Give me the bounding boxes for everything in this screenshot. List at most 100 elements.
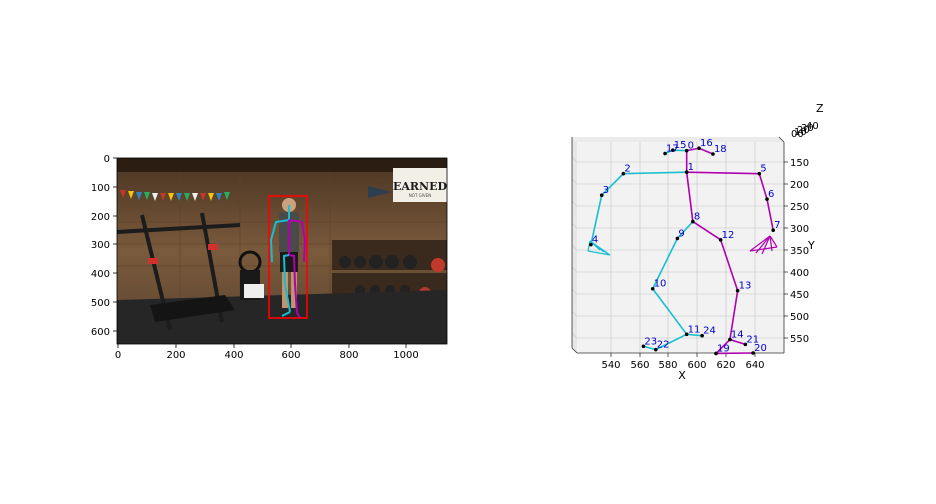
bone-6-7 — [766, 198, 774, 231]
y-tick-3d: 150 — [790, 158, 809, 169]
bone-10-11 — [652, 288, 688, 335]
joint-label-10: 10 — [654, 279, 667, 290]
bone-14-21 — [729, 338, 746, 346]
bone-1-5 — [686, 171, 760, 175]
joint-point-0 — [684, 148, 689, 153]
joint-label-20: 20 — [754, 343, 767, 354]
joint-label-4: 4 — [592, 235, 598, 246]
image-x-axis: 0 200 400 600 800 1000 — [115, 344, 419, 361]
joint-point-16 — [697, 146, 701, 151]
joint-label-8: 8 — [694, 212, 700, 223]
bone-8-9 — [676, 221, 694, 239]
bone-22-23 — [643, 345, 656, 351]
joint-point-22 — [653, 347, 658, 352]
y-tick-3d: 450 — [790, 290, 809, 301]
joint-label-12: 12 — [722, 230, 735, 241]
joint-point-23 — [641, 344, 646, 349]
image-x-tick: 800 — [339, 350, 358, 361]
joint-point-3 — [599, 193, 604, 198]
sign-text: EARNED — [393, 180, 447, 193]
joint-point-12 — [718, 238, 723, 242]
bone-12-13 — [719, 239, 739, 291]
bone-2-3 — [601, 173, 624, 196]
flags — [120, 190, 230, 201]
image-axes-frame — [116, 157, 448, 345]
image-x-tick: 400 — [224, 350, 243, 361]
skeleton-2d — [269, 205, 307, 319]
joint-label-7: 7 — [774, 220, 780, 231]
z-tick-3d: 30 — [801, 123, 814, 134]
skeleton-3d-panel: 540 560 580 600 620 640 X 150 200 25 — [571, 102, 824, 382]
joint-point-7 — [771, 228, 775, 233]
joint-label-13: 13 — [739, 281, 752, 292]
joint-label-2: 2 — [624, 164, 630, 175]
bone-5-6 — [758, 173, 768, 200]
bone-8-12 — [692, 220, 722, 241]
image-y-tick: 400 — [91, 269, 110, 280]
joint-point-17 — [663, 151, 667, 156]
x-tick-3d: 640 — [745, 360, 764, 371]
joint-label-17: 17 — [666, 144, 679, 155]
joint-point-4 — [589, 242, 593, 247]
joint-point-1 — [684, 170, 689, 175]
bone-1-2 — [623, 171, 687, 175]
joint-label-16: 16 — [700, 138, 713, 149]
joint-label-15: 15 — [674, 140, 687, 151]
y-axis-3d: 150 200 250 300 350 400 450 500 550 Y — [784, 158, 815, 345]
side-pane — [572, 137, 577, 353]
gym-photo: EARNED NOT GIVEN — [117, 158, 447, 344]
bone-11-22 — [655, 333, 688, 351]
joint-label-3: 3 — [603, 185, 609, 196]
joint-label-23: 23 — [644, 336, 657, 347]
joint-point-8 — [691, 219, 695, 224]
y-tick-3d: 300 — [790, 224, 809, 235]
joint-point-20 — [751, 351, 755, 355]
bone-14-19 — [715, 339, 731, 355]
image-y-tick: 0 — [104, 154, 110, 165]
x-tick-3d: 580 — [658, 360, 677, 371]
joint-label-5: 5 — [760, 164, 766, 175]
bone-9-10 — [651, 238, 679, 290]
joint-point-10 — [650, 286, 655, 291]
hand-strokes — [587, 235, 778, 256]
joint-point-19 — [714, 351, 718, 356]
image-y-tick: 600 — [91, 327, 110, 338]
joint-label-11: 11 — [688, 324, 701, 335]
image-x-tick: 0 — [115, 350, 121, 361]
z-tick-3d: 00 — [791, 129, 804, 140]
x-tick-3d: 600 — [687, 360, 706, 371]
x-tick-3d: 620 — [716, 360, 735, 371]
y-tick-3d: 350 — [790, 246, 809, 257]
image-x-tick: 200 — [166, 350, 185, 361]
joint-label-14: 14 — [731, 330, 744, 341]
joint-point-14 — [728, 337, 732, 342]
x-tick-3d: 560 — [630, 360, 649, 371]
sign-subtext: NOT GIVEN — [409, 193, 431, 198]
y-tick-3d: 200 — [790, 180, 809, 191]
bone-3-4 — [590, 195, 603, 245]
bone-1-8 — [685, 172, 694, 222]
back-pane — [577, 142, 784, 353]
joint-point-18 — [711, 152, 715, 156]
image-x-tick: 1000 — [393, 350, 418, 361]
z-axis-3d: 40 30 20 10 00 Z — [791, 102, 824, 140]
y-tick-3d: 550 — [790, 334, 809, 345]
joint-label-6: 6 — [768, 189, 774, 200]
bone-16-18 — [698, 147, 714, 155]
top-pane — [572, 137, 784, 142]
z-tick-3d: 10 — [794, 127, 807, 138]
image-y-tick: 500 — [91, 298, 110, 309]
y-tick-3d: 400 — [790, 268, 809, 279]
joint-label-18: 18 — [714, 144, 727, 155]
bone-13-14 — [729, 290, 739, 340]
joint-label-21: 21 — [746, 334, 759, 345]
image-y-tick: 300 — [91, 240, 110, 251]
bone-0-16 — [686, 147, 700, 152]
image-panel: EARNED NOT GIVEN — [91, 154, 448, 361]
z-axis-label: Z — [816, 102, 824, 115]
joint-label-22: 22 — [657, 340, 670, 351]
person-bounding-box — [268, 195, 308, 319]
joint-label-1: 1 — [688, 162, 694, 173]
